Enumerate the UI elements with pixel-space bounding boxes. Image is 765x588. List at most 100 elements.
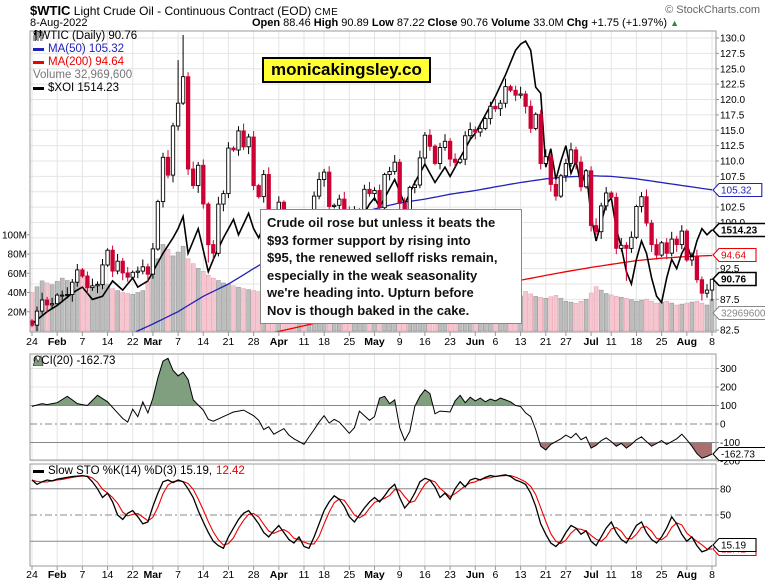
svg-text:21: 21: [540, 336, 552, 348]
chart-date: 8-Aug-2022: [30, 17, 88, 29]
svg-text:200: 200: [720, 383, 737, 394]
svg-text:Aug: Aug: [677, 336, 697, 348]
svg-text:25: 25: [656, 569, 668, 581]
svg-text:22: 22: [127, 569, 139, 581]
svg-text:18: 18: [318, 336, 330, 348]
svg-text:18: 18: [318, 569, 330, 581]
svg-text:115.0: 115.0: [720, 126, 745, 137]
svg-text:25: 25: [343, 569, 355, 581]
svg-text:25: 25: [656, 336, 668, 348]
annotation-box: Crude oil rose but unless it beats the $…: [260, 209, 522, 324]
svg-text:9: 9: [397, 336, 403, 348]
legend-row-cci: CCI(20) -162.73: [33, 355, 115, 368]
svg-text:90.76: 90.76: [721, 275, 746, 286]
sto-line-icon: [33, 470, 44, 473]
svg-text:125.0: 125.0: [720, 64, 745, 75]
svg-text:7: 7: [175, 336, 181, 348]
ma200-line-icon: [33, 61, 44, 64]
svg-text:107.5: 107.5: [720, 172, 745, 183]
axis-layer: 82.587.592.5100.0102.5107.5110.0112.5115…: [2, 30, 765, 581]
svg-text:87.5: 87.5: [720, 295, 740, 306]
svg-text:7: 7: [79, 569, 85, 581]
svg-text:27: 27: [560, 336, 572, 348]
svg-text:14: 14: [197, 569, 209, 581]
svg-text:0: 0: [720, 420, 726, 431]
svg-text:6: 6: [492, 569, 498, 581]
area-icon: [33, 355, 44, 366]
svg-text:102.5: 102.5: [720, 203, 745, 214]
sto-legend: Slow STO %K(14) %D(3) 15.19, 12.42: [33, 465, 245, 478]
legend-sto-d-value: 12.42: [216, 465, 245, 477]
legend-row-wtic: $WTIC (Daily) 90.76: [33, 30, 137, 43]
monicakingsley-banner: monicakingsley.co: [262, 57, 431, 83]
svg-text:28: 28: [248, 336, 260, 348]
svg-text:7: 7: [79, 336, 85, 348]
candles-layer: [30, 34, 715, 332]
histogram-icon: [33, 32, 43, 41]
svg-text:105.32: 105.32: [721, 186, 752, 197]
svg-text:6: 6: [492, 336, 498, 348]
svg-text:8: 8: [709, 569, 715, 581]
svg-text:Jun: Jun: [466, 336, 485, 348]
axis-value-box: [712, 537, 757, 553]
svg-text:Aug: Aug: [677, 569, 697, 581]
svg-text:94.64: 94.64: [721, 251, 746, 262]
svg-text:May: May: [364, 569, 385, 581]
svg-text:40M: 40M: [8, 288, 27, 299]
svg-text:20M: 20M: [8, 307, 27, 318]
svg-text:80: 80: [720, 484, 732, 495]
svg-text:13: 13: [515, 336, 527, 348]
svg-text:16: 16: [419, 336, 431, 348]
svg-text:112.5: 112.5: [720, 141, 745, 152]
svg-text:127.5: 127.5: [720, 49, 745, 60]
svg-text:-162.73: -162.73: [721, 450, 755, 461]
svg-text:Mar: Mar: [144, 569, 163, 581]
legend-wtic-label: $WTIC (Daily) 90.76: [33, 30, 138, 42]
svg-text:117.5: 117.5: [720, 110, 745, 121]
svg-text:11: 11: [299, 569, 310, 581]
svg-text:122.5: 122.5: [720, 80, 745, 91]
svg-text:Jul: Jul: [584, 336, 599, 348]
svg-text:9: 9: [397, 569, 403, 581]
axis-value-box: [712, 247, 757, 263]
legend-ma200-label: MA(200) 94.64: [48, 56, 125, 68]
svg-text:11: 11: [299, 336, 310, 348]
svg-text:25: 25: [343, 336, 355, 348]
chart-header: $WTIC Light Crude Oil - Continuous Contr…: [30, 3, 338, 18]
svg-text:16: 16: [419, 569, 431, 581]
xoi-line-icon: [33, 87, 44, 90]
legend-row-ma50: MA(50) 105.32: [33, 43, 137, 56]
svg-text:18: 18: [631, 569, 643, 581]
svg-text:14: 14: [102, 569, 114, 581]
svg-text:Apr: Apr: [270, 336, 288, 348]
svg-text:Mar: Mar: [144, 336, 163, 348]
axis-value-box: [711, 222, 765, 238]
svg-text:23: 23: [444, 336, 456, 348]
legend-ma50-label: MA(50) 105.32: [48, 43, 125, 55]
axis-value-box: [712, 446, 765, 462]
symbol: $WTIC: [30, 3, 71, 18]
svg-text:21: 21: [223, 336, 235, 348]
svg-text:92.5: 92.5: [720, 264, 740, 275]
svg-text:110.0: 110.0: [720, 157, 745, 168]
svg-text:130.0: 130.0: [720, 34, 745, 45]
legend-sto-label: Slow STO %K(14) %D(3) 15.19,: [48, 465, 213, 477]
svg-text:May: May: [364, 336, 385, 348]
svg-text:11: 11: [606, 569, 617, 581]
legend-volume-label: Volume 32,969,600: [33, 69, 133, 81]
svg-text:28: 28: [248, 569, 260, 581]
svg-text:7: 7: [175, 569, 181, 581]
instrument-name: Light Crude Oil - Continuous Contract (E…: [73, 4, 312, 18]
cci-legend: CCI(20) -162.73: [33, 355, 115, 368]
svg-text:-100: -100: [720, 438, 740, 449]
ohlc-quote-line: Open 88.46 High 90.89 Low 87.22 Close 90…: [252, 17, 679, 29]
svg-text:1514.23: 1514.23: [721, 226, 758, 237]
svg-text:32969600: 32969600: [721, 309, 765, 320]
svg-text:Jul: Jul: [584, 569, 599, 581]
svg-text:13: 13: [515, 569, 527, 581]
legend-row-volume: Volume 32,969,600: [33, 32, 137, 82]
change-up-arrow-icon: ▲: [670, 18, 679, 28]
svg-text:22: 22: [127, 336, 139, 348]
